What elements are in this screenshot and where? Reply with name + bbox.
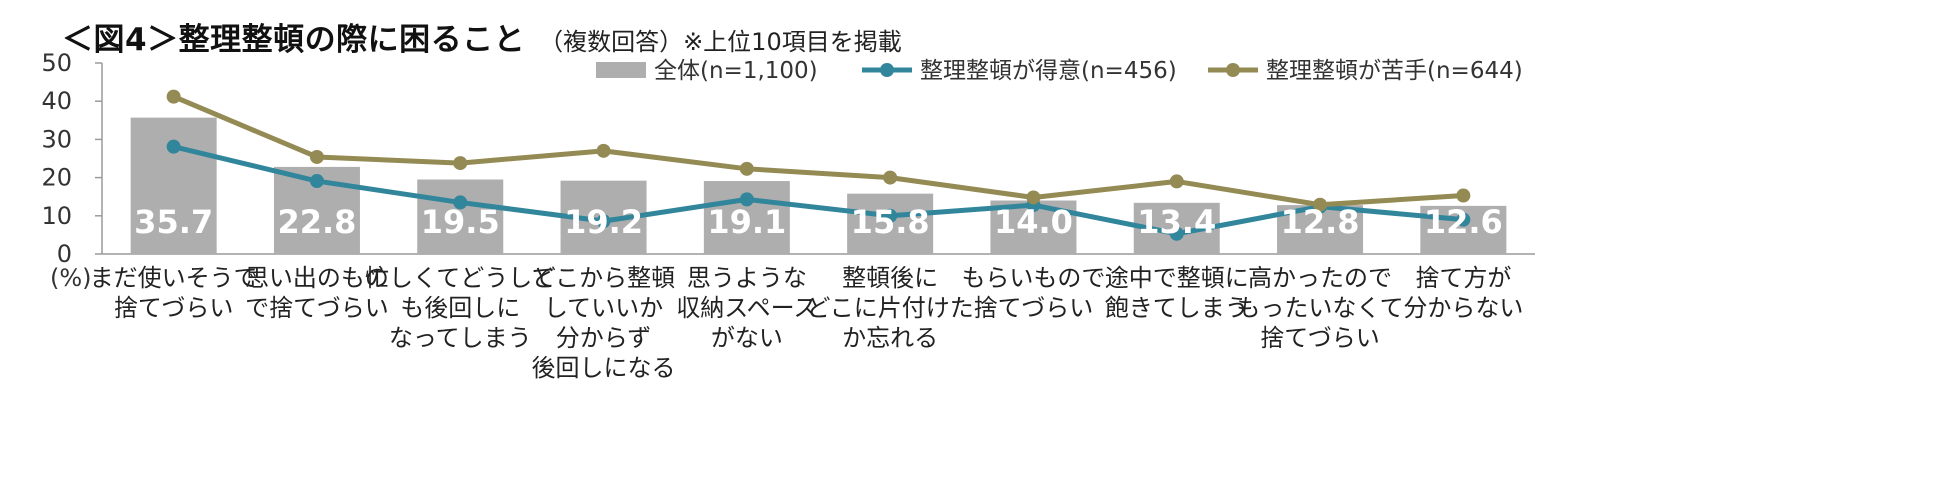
category-label: 高かったので: [1248, 264, 1392, 292]
category-label: で捨てづらい: [245, 294, 389, 322]
category-label: していいか: [544, 294, 663, 322]
line-point: [596, 214, 611, 229]
category-label: まだ使いそうで: [90, 264, 258, 292]
category-label: も後回しに: [400, 294, 520, 322]
legend-swatch-marker: [880, 63, 894, 77]
category-label: 途中で整頓に: [1105, 264, 1249, 292]
category-label: がない: [711, 324, 783, 352]
category-label: もらいもので: [961, 264, 1105, 292]
bar-data-label: 13.4: [1137, 203, 1216, 241]
chart-subtitle: （複数回答）※上位10項目を掲載: [539, 28, 902, 56]
bar-data-label: 19.2: [564, 203, 643, 241]
line-point: [883, 208, 898, 223]
category-label: か忘れる: [842, 324, 938, 352]
legend-label: 整理整頓が苦手(n=644): [1266, 58, 1523, 84]
y-tick-label: 40: [41, 87, 72, 115]
bar-data-label: 35.7: [134, 203, 213, 241]
category-label: 収納スペース: [676, 294, 817, 322]
chart-title: ＜図4＞整理整頓の際に困ること: [62, 22, 526, 58]
bar-data-label: 15.8: [851, 203, 930, 241]
line-point: [883, 170, 898, 185]
category-label: 捨てづらい: [1260, 324, 1380, 352]
category-label: 捨て方が: [1415, 264, 1511, 292]
line-point: [739, 192, 754, 207]
y-tick-label: 20: [41, 164, 72, 192]
category-label: 忙しくてどうして: [365, 264, 556, 292]
category-label: 後回しになる: [532, 354, 676, 382]
line-point: [1026, 190, 1041, 205]
legend-swatch-bar: [596, 62, 646, 78]
legend-label: 全体(n=1,100): [654, 58, 818, 84]
y-unit-label: (%): [50, 264, 92, 292]
line-point: [166, 139, 181, 154]
line-point: [1169, 226, 1184, 241]
bar-data-label: 19.5: [421, 203, 500, 241]
legend-swatch-marker: [1226, 63, 1240, 77]
category-label: 捨てづらい: [114, 294, 234, 322]
category-label: 飽きてしまう: [1105, 294, 1249, 322]
line-point: [596, 143, 611, 158]
bar: [417, 179, 504, 254]
y-tick-label: 30: [41, 125, 72, 153]
category-label: 思い出のもの: [245, 264, 389, 292]
chart-title-row: ＜図4＞整理整頓の際に困ること （複数回答）※上位10項目を掲載: [62, 14, 902, 59]
line-point: [1456, 188, 1471, 203]
category-label: 分からない: [1403, 294, 1523, 322]
line-point: [739, 161, 754, 176]
line-point: [453, 156, 468, 171]
bar: [847, 193, 934, 254]
bar-data-label: 19.1: [707, 203, 786, 241]
legend-label: 整理整頓が得意(n=456): [920, 58, 1177, 84]
category-label: 思うような: [687, 264, 807, 292]
category-label: 捨てづらい: [974, 294, 1094, 322]
category-label: もったいなくて: [1236, 294, 1403, 322]
y-tick-label: 50: [41, 49, 72, 77]
line-point: [309, 149, 324, 164]
line-point: [1169, 174, 1184, 189]
line-point: [453, 195, 468, 210]
bar-data-label: 12.6: [1424, 203, 1503, 241]
line-point: [166, 89, 181, 104]
bar-data-label: 22.8: [277, 203, 356, 241]
line-point: [309, 174, 324, 189]
category-label: 整頓後に: [842, 264, 938, 292]
bar-data-label: 12.8: [1281, 203, 1360, 241]
line-point: [1313, 197, 1328, 212]
category-label: どこから整頓: [532, 264, 675, 292]
y-tick-label: 10: [41, 202, 72, 230]
series-line: [173, 144, 1464, 237]
series-line: [172, 94, 1464, 208]
category-label: 分からず: [556, 324, 652, 352]
bar-data-label: 14.0: [994, 203, 1073, 241]
y-tick-label: 0: [57, 240, 72, 268]
category-label: なってしまう: [389, 324, 532, 352]
category-label: どこに片付けた: [807, 294, 974, 322]
line-point: [1456, 212, 1471, 227]
